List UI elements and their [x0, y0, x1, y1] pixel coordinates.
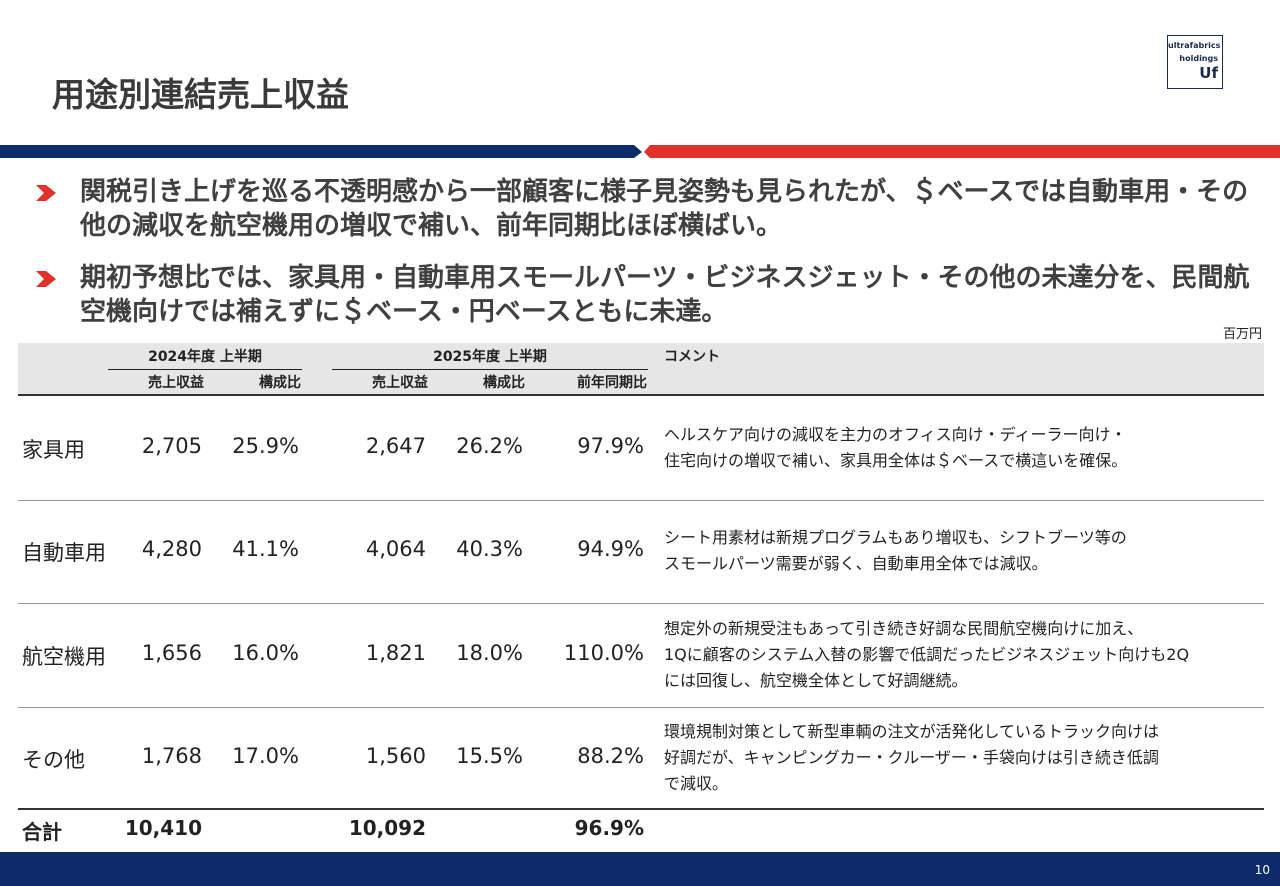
unit: 百万円 — [1222, 327, 1262, 342]
comment-line: ヘルスケア向けの減収を主力のオフィス向け・ディーラー向け・ — [664, 424, 1127, 444]
sub-header: 前年同期比 — [577, 375, 647, 391]
total-cell: 10,092 — [348, 816, 426, 840]
cell: 1,821 — [365, 640, 426, 665]
total-cell: 10,410 — [124, 816, 202, 840]
rule — [18, 808, 1264, 810]
cell: 2,647 — [365, 433, 426, 458]
cell: 1,656 — [141, 640, 202, 665]
group-header: コメント — [664, 349, 720, 365]
rule — [18, 394, 1264, 396]
cell: 41.1% — [232, 537, 299, 562]
comment-line: スモールパーツ需要が弱く、自動車用全体では減収。 — [664, 554, 1048, 574]
comment-line: 好調だが、キャンピングカー・クルーザー・手袋向けは引き続き低調 — [664, 748, 1159, 768]
row-label: 航空機用 — [22, 644, 106, 669]
header-bar — [0, 145, 1280, 158]
comment-line: で減収。 — [664, 774, 729, 794]
cell: 94.9% — [577, 537, 644, 562]
sub-header: 売上収益 — [148, 375, 204, 391]
sub-header: 構成比 — [259, 375, 301, 391]
cell: 88.2% — [577, 744, 644, 769]
cell: 16.0% — [232, 640, 299, 665]
cell: 4,280 — [141, 537, 202, 562]
cell: 110.0% — [563, 640, 644, 665]
row-label: その他 — [22, 748, 85, 773]
title: 用途別連結売上収益 — [52, 75, 349, 114]
sub-header: 売上収益 — [372, 375, 428, 391]
group-header: 2025年度 上半期 — [433, 349, 547, 365]
rule — [108, 369, 302, 370]
cell: 1,768 — [141, 744, 202, 769]
group-header: 2024年度 上半期 — [148, 349, 262, 365]
comment-line: 住宅向けの増収で補い、家具用全体は＄ベースで横這いを確保。 — [664, 450, 1128, 470]
cell: 26.2% — [456, 433, 523, 458]
bullet-icons — [36, 185, 56, 287]
cell: 2,705 — [141, 433, 202, 458]
cell: 4,064 — [365, 537, 426, 562]
cell: 40.3% — [456, 537, 523, 562]
cell: 17.0% — [232, 744, 299, 769]
bullet: 期初予想比では、家具用・自動車用スモールパーツ・ビジネスジェット・その他の未達分… — [80, 263, 1250, 327]
comment-line: には回復し、航空機全体として好調継続。 — [664, 670, 968, 690]
logo-text: holdings — [1179, 54, 1218, 63]
page-number: 10 — [1254, 863, 1270, 877]
rule — [18, 706, 1264, 708]
total-label: 合計 — [22, 820, 62, 844]
logo: ultrafabrics holdings Uf — [1167, 35, 1223, 89]
cell: 25.9% — [232, 433, 299, 458]
row-label: 家具用 — [22, 437, 85, 462]
cell: 15.5% — [456, 744, 523, 769]
total-cell: 96.9% — [574, 816, 644, 840]
cell: 18.0% — [456, 640, 523, 665]
bullet: 関税引き上げを巡る不透明感から一部顧客に様子見姿勢も見られたが、＄ベースでは自動… — [80, 177, 1249, 241]
rule — [18, 499, 1264, 501]
footer-bar — [0, 852, 1280, 886]
rule — [18, 603, 1264, 604]
row-label: 自動車用 — [22, 541, 106, 566]
cell: 97.9% — [577, 433, 644, 458]
cell: 1,560 — [365, 744, 426, 769]
comment-line: 環境規制対策として新型車輌の注文が活発化しているトラック向けは — [664, 722, 1160, 742]
sub-header: 構成比 — [483, 375, 525, 391]
rule — [332, 369, 648, 370]
logo-mark: Uf — [1199, 64, 1218, 82]
comment-line: 想定外の新規受注もあって引き続き好調な民間航空機向けに加え、 — [664, 618, 1144, 638]
comment-line: 1Qに顧客のシステム入替の影響で低調だったビジネスジェット向けも2Q — [664, 644, 1190, 664]
comment-line: シート用素材は新規プログラムもあり増収も、シフトブーツ等の — [664, 528, 1127, 548]
logo-text: ultrafabrics — [1168, 41, 1221, 50]
